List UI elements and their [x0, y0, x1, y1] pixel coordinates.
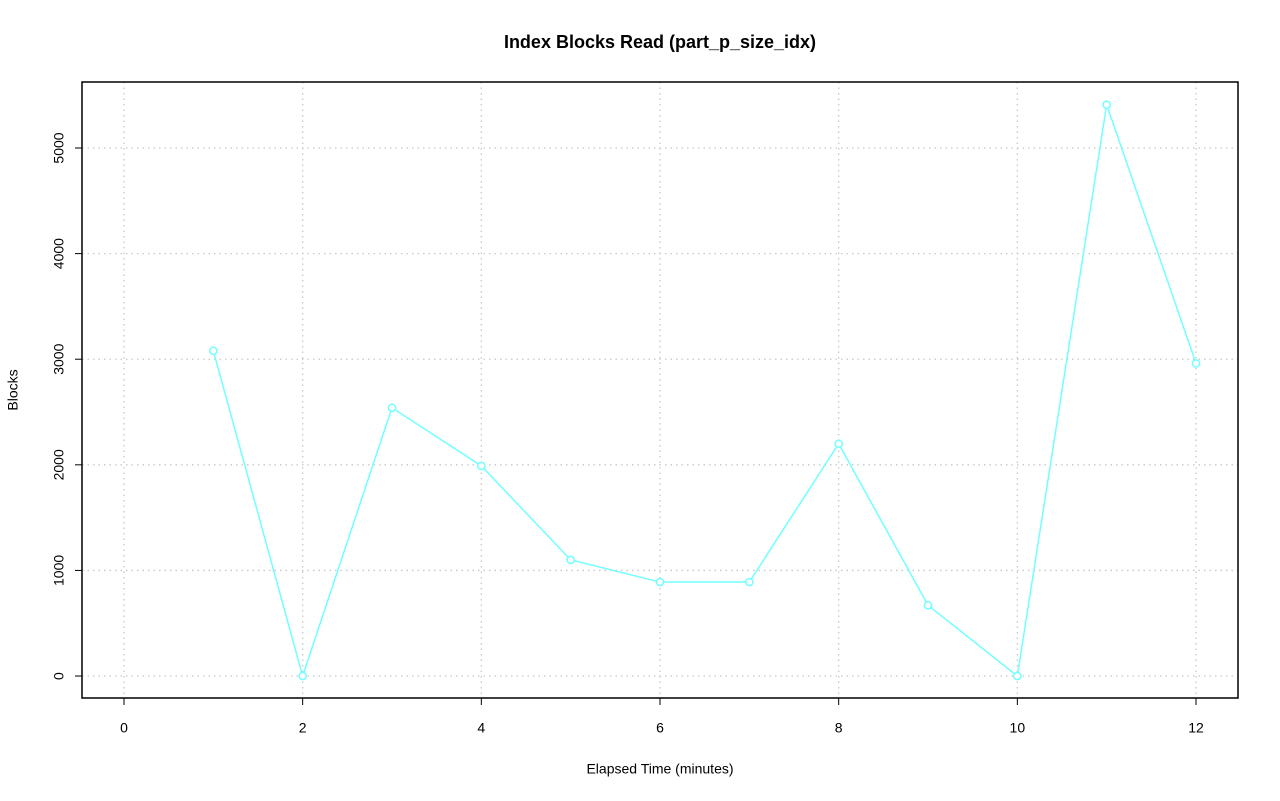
data-point — [834, 439, 844, 449]
x-tick-label: 0 — [120, 720, 128, 736]
data-point — [387, 403, 397, 413]
y-tick-label: 3000 — [51, 343, 67, 374]
y-tick-label: 1000 — [51, 555, 67, 586]
data-point — [1102, 100, 1112, 110]
x-tick-label: 12 — [1188, 720, 1204, 736]
data-point — [923, 600, 933, 610]
plot-frame — [81, 81, 1239, 699]
y-tick-label: 4000 — [51, 238, 67, 269]
data-point — [566, 555, 576, 565]
data-point — [476, 461, 486, 471]
x-tick-label: 8 — [835, 720, 843, 736]
x-tick-label: 6 — [656, 720, 664, 736]
data-line — [212, 104, 1197, 679]
x-tick-label: 2 — [299, 720, 307, 736]
y-tick-label: 2000 — [51, 449, 67, 480]
data-point — [1191, 359, 1201, 368]
data-point — [744, 577, 754, 587]
x-tick-label: 10 — [1010, 720, 1026, 736]
x-tick-label: 4 — [477, 720, 485, 736]
data-point — [298, 671, 308, 681]
x-axis-label: Elapsed Time (minutes) — [586, 761, 733, 777]
chart-title: Index Blocks Read (part_p_size_idx) — [504, 32, 816, 52]
y-tick-label: 0 — [51, 672, 67, 680]
data-point — [208, 346, 218, 356]
data-point — [1012, 671, 1022, 681]
y-tick-label: 5000 — [51, 132, 67, 163]
data-point — [655, 577, 665, 587]
y-axis-label: Blocks — [5, 369, 21, 410]
